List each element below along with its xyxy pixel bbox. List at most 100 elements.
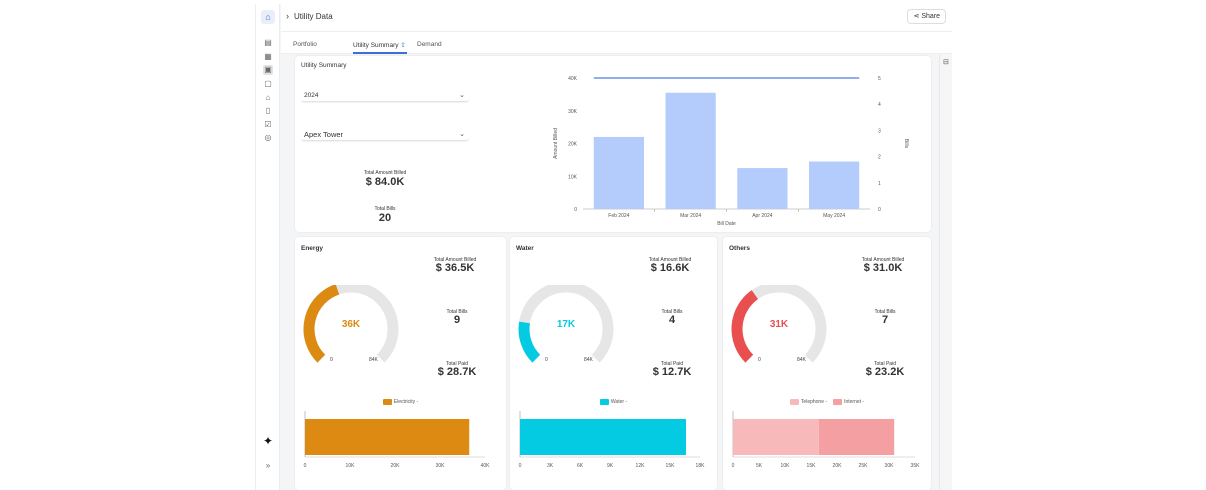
horizontal-bar-chart: 0 3K 6K 9K 12K 15K 18K xyxy=(519,411,706,469)
total-paid-value: $ 28.7K xyxy=(437,366,477,378)
total-bills-label: Total Bills xyxy=(446,309,468,315)
legend-item[interactable]: Water - xyxy=(599,399,627,405)
summary-card: Utility Summary 2024 ⌄ Apex Tower ⌄ Tota… xyxy=(295,56,931,232)
x-tick-label: 20K xyxy=(391,463,401,469)
building-icon[interactable]: ⌂ xyxy=(265,93,271,102)
legend-item[interactable]: Electricity - xyxy=(382,399,419,406)
total-amount-label: Total Amount Billed xyxy=(648,257,692,263)
legend-swatch xyxy=(599,399,609,405)
home-icon[interactable]: ⌂ xyxy=(261,10,275,24)
y2-tick-label: 0 xyxy=(878,207,881,213)
tab-demand[interactable]: Demand xyxy=(417,41,442,48)
gauge-fill xyxy=(303,285,340,363)
checklist-icon[interactable]: ☑ xyxy=(264,120,272,129)
y2-axis-label: Bills xyxy=(903,139,909,149)
x-tick-label: 9K xyxy=(607,463,614,469)
total-bills-value: 20 xyxy=(378,212,392,224)
share-button[interactable]: ⋖ Share xyxy=(907,9,946,24)
total-paid-label: Total Paid xyxy=(874,361,896,367)
bar[interactable] xyxy=(809,161,860,209)
chevron-right-icon[interactable]: › xyxy=(286,11,289,21)
category-title: Energy xyxy=(301,245,324,252)
x-tick-label: 30K xyxy=(885,463,895,469)
gauge-value: 31K xyxy=(769,319,789,330)
total-bills-label: Total Bills xyxy=(661,309,683,315)
legend-label: Internet - xyxy=(844,399,865,406)
gauge-value: 36K xyxy=(341,319,361,330)
bar-segment[interactable] xyxy=(520,419,686,455)
tab-bar: Portfolio Utility Summary ⇪ Demand xyxy=(281,32,952,54)
legend-item[interactable]: Telephone - xyxy=(789,399,828,406)
tab-utility-summary[interactable]: Utility Summary ⇪ xyxy=(353,41,406,49)
gauge-chart xyxy=(731,285,827,363)
year-select[interactable]: 2024 ⌄ xyxy=(301,89,469,102)
bar-segment[interactable] xyxy=(305,419,470,455)
dashboard-icon[interactable]: ▤ xyxy=(264,38,272,47)
y2-tick-label: 1 xyxy=(878,181,881,187)
bar-segment[interactable] xyxy=(818,419,895,455)
page-title: Utility Data xyxy=(294,12,333,21)
x-tick-label: Mar 2024 xyxy=(680,213,701,219)
y-tick-label: 30K xyxy=(568,109,578,115)
x-tick-label: 15K xyxy=(666,463,676,469)
gauge-max-label: 84K xyxy=(369,357,378,363)
panel-toggle-icon[interactable]: ⊟ xyxy=(943,59,949,66)
x-tick-label: 15K xyxy=(807,463,817,469)
property-select-value: Apex Tower xyxy=(304,130,344,139)
y2-tick-label: 5 xyxy=(878,76,881,82)
x-tick-label: 18K xyxy=(696,463,706,469)
summary-title: Utility Summary xyxy=(301,62,347,69)
collapse-icon[interactable]: » xyxy=(265,461,271,470)
horizontal-bar-chart: 0 10K 20K 30K 40K xyxy=(304,411,490,469)
upload-icon: ⇪ xyxy=(400,42,406,49)
x-tick-label: 5K xyxy=(756,463,763,469)
x-tick-label: 0 xyxy=(519,463,522,469)
legend-swatch xyxy=(789,399,799,405)
gauge-chart xyxy=(518,285,614,363)
total-bills-value: 4 xyxy=(668,314,676,326)
y2-tick-label: 2 xyxy=(878,155,881,161)
bar-segment[interactable] xyxy=(733,419,819,455)
share-label: Share xyxy=(921,13,940,20)
app-window: ⌂ ▤ ▦ ▣ ▢ ⌂ ▯ ☑ ◎ ✦ » › Utility Data ⋖ Sh… xyxy=(255,4,952,490)
right-panel: ⊟ xyxy=(939,54,952,490)
x-tick-label: Apr 2024 xyxy=(752,213,773,219)
legend-label: Telephone - xyxy=(800,399,828,406)
x-tick-label: 3K xyxy=(547,463,554,469)
horizontal-bar-chart: 0 5K 10K 15K 20K 25K 30K 35K xyxy=(732,411,920,469)
y-tick-label: 0 xyxy=(574,207,577,213)
x-tick-label: 0 xyxy=(732,463,735,469)
category-title: Others xyxy=(729,245,750,252)
total-paid-value: $ 12.7K xyxy=(652,366,692,378)
utility-icon[interactable]: ▣ xyxy=(263,65,273,75)
property-select[interactable]: Apex Tower ⌄ xyxy=(301,128,469,141)
active-tab-indicator xyxy=(353,52,407,54)
chart-legend: Water - xyxy=(510,399,717,405)
x-tick-label: 6K xyxy=(577,463,584,469)
total-amount-label: Total Amount Billed xyxy=(363,170,407,176)
bar[interactable] xyxy=(665,92,716,209)
total-bills-value: 7 xyxy=(881,314,889,326)
legend-label: Electricity - xyxy=(393,399,419,406)
gauge-value: 17K xyxy=(556,319,576,330)
total-amount-value: $ 36.5K xyxy=(435,262,475,274)
gauge-max-label: 84K xyxy=(797,357,806,363)
brand-logo: ✦ xyxy=(262,434,274,448)
total-bills-value: 9 xyxy=(453,314,461,326)
chart-legend: Telephone - Internet - xyxy=(723,399,931,405)
x-axis-label: Bill Date xyxy=(717,221,736,227)
x-tick-label: 0 xyxy=(304,463,307,469)
tab-portfolio[interactable]: Portfolio xyxy=(293,41,317,48)
total-bills-label: Total Bills xyxy=(374,206,396,212)
gauge-max-label: 84K xyxy=(584,357,593,363)
clipboard-icon[interactable]: ▯ xyxy=(265,106,271,115)
bar[interactable] xyxy=(737,168,788,209)
grid-icon[interactable]: ▦ xyxy=(264,52,272,61)
calendar-icon[interactable]: ▢ xyxy=(264,79,272,88)
globe-icon[interactable]: ◎ xyxy=(264,133,272,142)
y-axis-label: Amount Billed xyxy=(553,128,559,159)
bar[interactable] xyxy=(593,136,644,209)
year-select-value: 2024 xyxy=(304,92,319,99)
legend-item[interactable]: Internet - xyxy=(833,399,864,405)
sidebar: ⌂ ▤ ▦ ▣ ▢ ⌂ ▯ ☑ ◎ ✦ » xyxy=(256,4,280,490)
